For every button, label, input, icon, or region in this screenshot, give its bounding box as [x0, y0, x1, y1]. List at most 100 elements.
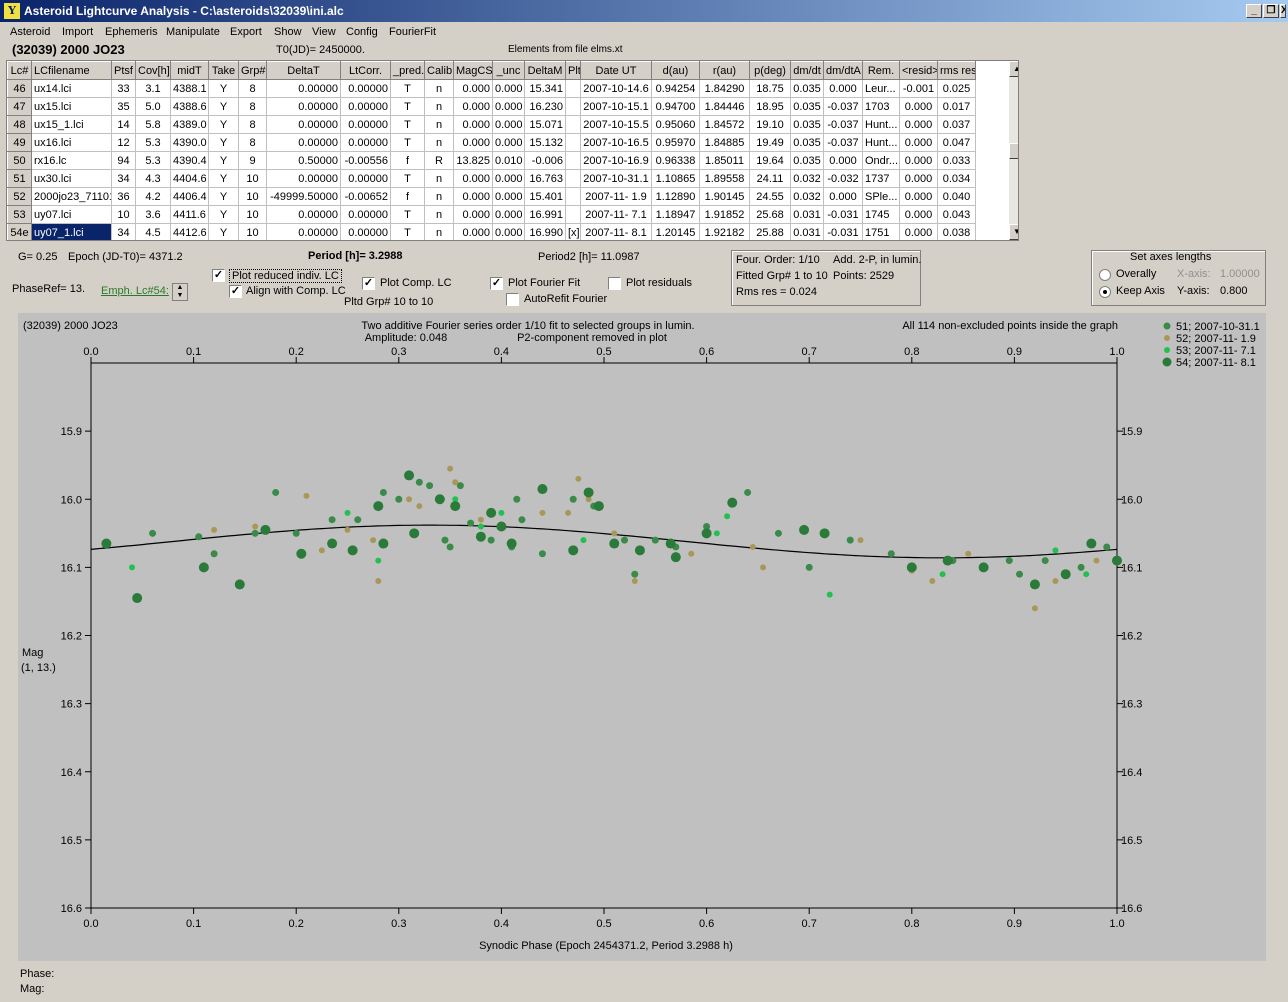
row-header[interactable]: 48 — [7, 115, 32, 134]
column-header[interactable]: Take — [208, 61, 239, 80]
table-cell[interactable]: -49999.50000 — [266, 187, 341, 206]
table-cell[interactable]: 0.032 — [790, 169, 824, 188]
table-cell[interactable]: 10 — [238, 223, 267, 240]
table-cell[interactable]: 0.035 — [790, 115, 824, 134]
column-header[interactable]: Plt — [565, 61, 581, 80]
table-cell[interactable]: -0.037 — [823, 97, 863, 116]
table-cell[interactable]: Y — [208, 205, 239, 224]
scroll-thumb[interactable] — [1009, 143, 1018, 159]
table-cell[interactable]: 0.035 — [790, 151, 824, 170]
column-header[interactable]: Date UT — [580, 61, 652, 80]
table-cell[interactable]: 0.000 — [899, 223, 938, 240]
column-header[interactable]: Rem. — [862, 61, 900, 80]
menu-ephemeris[interactable]: Ephemeris — [105, 26, 158, 38]
table-cell[interactable]: 0.000 — [899, 187, 938, 206]
table-cell[interactable]: 4404.6 — [170, 169, 209, 188]
table-cell[interactable]: 10 — [111, 205, 136, 224]
table-cell[interactable]: 0.000 — [899, 205, 938, 224]
table-cell[interactable]: f — [390, 151, 425, 170]
table-cell[interactable]: 5.0 — [135, 97, 171, 116]
table-cell[interactable]: 0.000 — [492, 97, 525, 116]
table-cell[interactable]: 2007-10-15.1 — [580, 97, 652, 116]
table-row[interactable]: 50 rx16.lc 94 5.3 4390.4 Y 9 0.50000 -0.00556 f R 1… — [7, 151, 976, 170]
table-cell[interactable]: 2007-10-16.9 — [580, 151, 652, 170]
table-cell[interactable]: 2007-11- 8.1 — [580, 223, 652, 240]
table-cell[interactable]: 0.000 — [453, 223, 493, 240]
column-header[interactable]: LCfilename — [31, 61, 112, 80]
table-cell[interactable]: Hunt... — [862, 133, 900, 152]
period2-value[interactable]: Period2 [h]= 11.0987 — [538, 251, 640, 263]
table-cell[interactable]: Y — [208, 79, 239, 98]
table-cell[interactable]: 18.95 — [749, 97, 791, 116]
table-cell[interactable]: 34 — [111, 223, 136, 240]
table-cell[interactable]: T — [390, 97, 425, 116]
y-axis-value[interactable]: 0.800 — [1220, 285, 1248, 297]
table-cell[interactable]: 1.84885 — [699, 133, 750, 152]
lc-filename-cell[interactable]: ux15.lci — [31, 97, 112, 116]
table-cell[interactable]: 0.000 — [899, 169, 938, 188]
table-cell[interactable]: T — [390, 223, 425, 240]
table-cell[interactable] — [565, 115, 581, 134]
table-cell[interactable]: 0.043 — [937, 205, 976, 224]
table-cell[interactable]: 8 — [238, 79, 267, 98]
keep-axis-label[interactable]: Keep Axis — [1116, 285, 1165, 297]
table-cell[interactable]: -0.037 — [823, 115, 863, 134]
table-cell[interactable]: 0.034 — [937, 169, 976, 188]
plot-reduced-label[interactable]: Plot reduced indiv. LC — [229, 269, 342, 283]
table-cell[interactable]: 0.000 — [453, 205, 493, 224]
table-cell[interactable]: 5.3 — [135, 151, 171, 170]
table-cell[interactable]: 34 — [111, 169, 136, 188]
table-cell[interactable]: 10 — [238, 187, 267, 206]
table-cell[interactable]: 0.035 — [790, 97, 824, 116]
table-cell[interactable]: 0.032 — [790, 187, 824, 206]
table-cell[interactable]: n — [424, 187, 454, 206]
plot-reduced-checkbox[interactable]: ✓ — [212, 269, 225, 282]
table-cell[interactable]: 2007-10-15.5 — [580, 115, 652, 134]
table-cell[interactable]: 15.071 — [524, 115, 566, 134]
table-cell[interactable]: 19.10 — [749, 115, 791, 134]
table-cell[interactable]: 16.990 — [524, 223, 566, 240]
column-header[interactable]: d(au) — [651, 61, 700, 80]
column-header[interactable]: midT — [170, 61, 209, 80]
table-row[interactable]: 48 ux15_1.lci 14 5.8 4389.0 Y 8 0.00000 0.00000 T… — [7, 115, 976, 134]
overally-radio[interactable] — [1099, 269, 1111, 281]
menu-import[interactable]: Import — [62, 26, 94, 38]
table-cell[interactable]: 0.00000 — [340, 169, 391, 188]
table-cell[interactable]: 4.2 — [135, 187, 171, 206]
table-cell[interactable]: 15.401 — [524, 187, 566, 206]
minimize-button[interactable]: _ — [1246, 4, 1262, 18]
menu-manipulate[interactable]: Manipulate — [166, 26, 220, 38]
close-button[interactable]: X — [1280, 4, 1286, 18]
table-cell[interactable]: 4388.6 — [170, 97, 209, 116]
table-cell[interactable]: Y — [208, 223, 239, 240]
align-label[interactable]: Align with Comp. LC — [246, 285, 346, 297]
emph-spinner[interactable]: ▲ ▼ — [172, 283, 188, 301]
table-cell[interactable]: 0.000 — [492, 223, 525, 240]
table-cell[interactable]: 94 — [111, 151, 136, 170]
table-cell[interactable]: n — [424, 133, 454, 152]
table-cell[interactable]: 0.000 — [453, 187, 493, 206]
table-cell[interactable]: 0.000 — [453, 169, 493, 188]
table-cell[interactable]: 19.49 — [749, 133, 791, 152]
table-cell[interactable]: 25.88 — [749, 223, 791, 240]
column-header[interactable]: DeltaT — [266, 61, 341, 80]
table-cell[interactable]: 15.341 — [524, 79, 566, 98]
table-cell[interactable]: 0.037 — [937, 115, 976, 134]
table-cell[interactable]: 0.000 — [899, 151, 938, 170]
table-cell[interactable]: 10 — [238, 205, 267, 224]
table-cell[interactable]: 1.92182 — [699, 223, 750, 240]
table-cell[interactable]: 0.000 — [453, 79, 493, 98]
table-cell[interactable]: 0.00000 — [266, 79, 341, 98]
table-cell[interactable]: 1.10865 — [651, 169, 700, 188]
table-cell[interactable]: f — [390, 187, 425, 206]
lightcurve-plot[interactable]: 0.0 0.0 0.1 0.1 0.2 0.2 0.3 0.3 0.4 0.4 0.5 0.5 0.6 0… — [18, 313, 1266, 961]
table-cell[interactable]: 4.5 — [135, 223, 171, 240]
table-cell[interactable]: 4390.4 — [170, 151, 209, 170]
table-cell[interactable]: 1703 — [862, 97, 900, 116]
table-cell[interactable]: 0.00000 — [340, 133, 391, 152]
table-cell[interactable]: -0.00556 — [340, 151, 391, 170]
table-cell[interactable]: 0.031 — [790, 223, 824, 240]
lightcurve-plot-panel[interactable]: 0.0 0.0 0.1 0.1 0.2 0.2 0.3 0.3 0.4 0.4 0.5 0.5 0.6 0… — [18, 313, 1266, 961]
column-header[interactable]: DeltaM — [524, 61, 566, 80]
